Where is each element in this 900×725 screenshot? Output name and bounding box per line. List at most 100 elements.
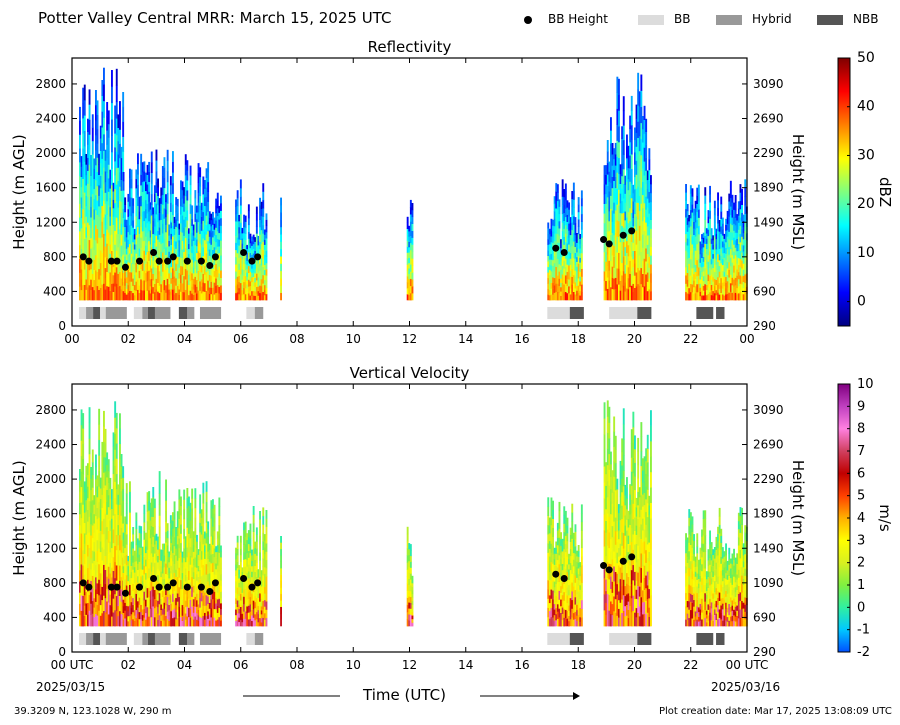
y-tick-label: 2400 [35,438,66,452]
x-tick-label: 16 [514,658,529,672]
bb-height-point [121,263,129,271]
bb-height-point [211,253,219,261]
x-tick-label: 14 [458,658,473,672]
bb-height-point [164,257,172,265]
y-tick-label: 0 [58,319,66,333]
bb-height-point [150,575,158,583]
y2-tick-label: 3090 [753,403,784,417]
bb-type-bar [147,633,155,645]
legend-item-bb: BB [638,12,690,26]
bb-height-point [136,257,143,265]
bb-height-marker-icon [524,15,532,24]
time-axis-arrows [243,692,580,700]
nbb-swatch-icon [817,14,843,25]
x-tick-label: 12 [402,658,417,672]
y2-tick-label: 290 [753,319,776,333]
y-tick-label: 800 [43,250,66,264]
bb-height-point [254,579,262,587]
y-tick-label: 2800 [35,403,66,417]
colorbar [837,57,851,327]
bb-height-point [113,257,121,265]
colorbar-tick-label: 10 [857,245,875,261]
y-tick-label: 1600 [35,181,66,195]
y-tick-label: 1200 [35,215,66,229]
colorbar-tick-label: 0 [857,294,866,310]
bb-type-bar [716,307,725,319]
x-tick-label: 20 [627,332,642,346]
x-tick-label: 14 [458,332,473,346]
bb-height-point [206,261,214,269]
bb-height-point [605,566,613,574]
bb-height-point [197,257,205,265]
echo-field [79,400,748,627]
bb-type-bar [637,633,652,645]
colorbar-tick-label: 5 [857,489,865,504]
y-axis-label: Height (m AGL) [10,460,28,575]
y2-tick-label: 1490 [753,215,784,229]
bb-height-point [121,589,129,597]
x-tick-label: 12 [402,332,417,346]
bb-height-point [169,253,177,261]
vertical-velocity-panel: 00 UTC 02 04 06 08 10 12 14 16 18 20 22 00 UTC040080… [10,364,894,672]
bb-height-point [248,257,256,265]
colorbar-tick-label: -1 [857,623,870,638]
y2-axis-label: Height (m MSL) [789,134,807,250]
bb-height-point [183,257,191,265]
bb-height-point [155,583,163,591]
x-tick-label: 04 [177,658,192,672]
colorbar-tick-label: 2 [857,556,865,571]
colorbar-label: dBZ [876,177,894,207]
legend-item-bb-height: BB Height [524,12,608,26]
bb-height-point [605,240,613,248]
colorbar-tick-label: 9 [857,399,865,414]
x-tick-label: 00 UTC [51,658,94,672]
bb-type-bar [154,633,171,645]
bb-type-bar [100,307,106,319]
bb-type-bar [154,307,171,319]
panel-title: Vertical Velocity [350,364,470,382]
bb-type-bar [547,633,570,645]
y2-tick-label: 690 [753,284,776,298]
bb-type-bar [609,307,638,319]
bb-type-bar [199,307,222,319]
x-tick-label: 02 [121,658,136,672]
bb-type-bar [133,633,143,645]
colorbar-tick-label: 6 [857,466,865,481]
y2-tick-label: 2690 [753,438,784,452]
bb-type-bar [254,633,264,645]
bb-height-point [560,575,568,583]
bb-type-bar [246,307,255,319]
bb-type-bar [133,307,143,319]
bb-type-bar [86,633,94,645]
y2-tick-label: 2290 [753,146,784,160]
x-tick-label: 06 [233,332,248,346]
y2-axis-label: Height (m MSL) [789,460,807,576]
bb-height-point [628,553,636,561]
hybrid-swatch-icon [716,14,742,25]
end-date-label: 2025/03/16 [711,680,781,694]
y2-tick-label: 1890 [753,181,784,195]
bb-height-point [113,583,121,591]
colorbar-tick-label: 40 [857,99,875,115]
bb-type-bar [147,307,155,319]
y2-tick-label: 1090 [753,250,784,264]
colorbar-tick-label: 7 [857,444,865,459]
bb-type-bar [569,633,584,645]
bb-type-bar [696,633,714,645]
location-label: 39.3209 N, 123.1028 W, 290 m [14,706,172,717]
bb-type-bar [79,307,87,319]
bb-type-bar [105,307,127,319]
x-tick-label: 00 UTC [726,658,769,672]
bb-height-point [150,249,158,257]
bb-type-bar [105,633,127,645]
legend-item-nbb: NBB [817,12,878,26]
legend-item-hybrid: Hybrid [716,12,792,26]
bb-type-bar [696,307,714,319]
y2-tick-label: 1490 [753,541,784,555]
bright-band-type-bars [79,307,725,319]
bb-height-point [107,583,115,591]
x-tick-label: 08 [289,658,304,672]
x-tick-label: 00 [739,332,754,346]
bb-height-point [619,231,627,239]
bb-height-point [85,257,93,265]
